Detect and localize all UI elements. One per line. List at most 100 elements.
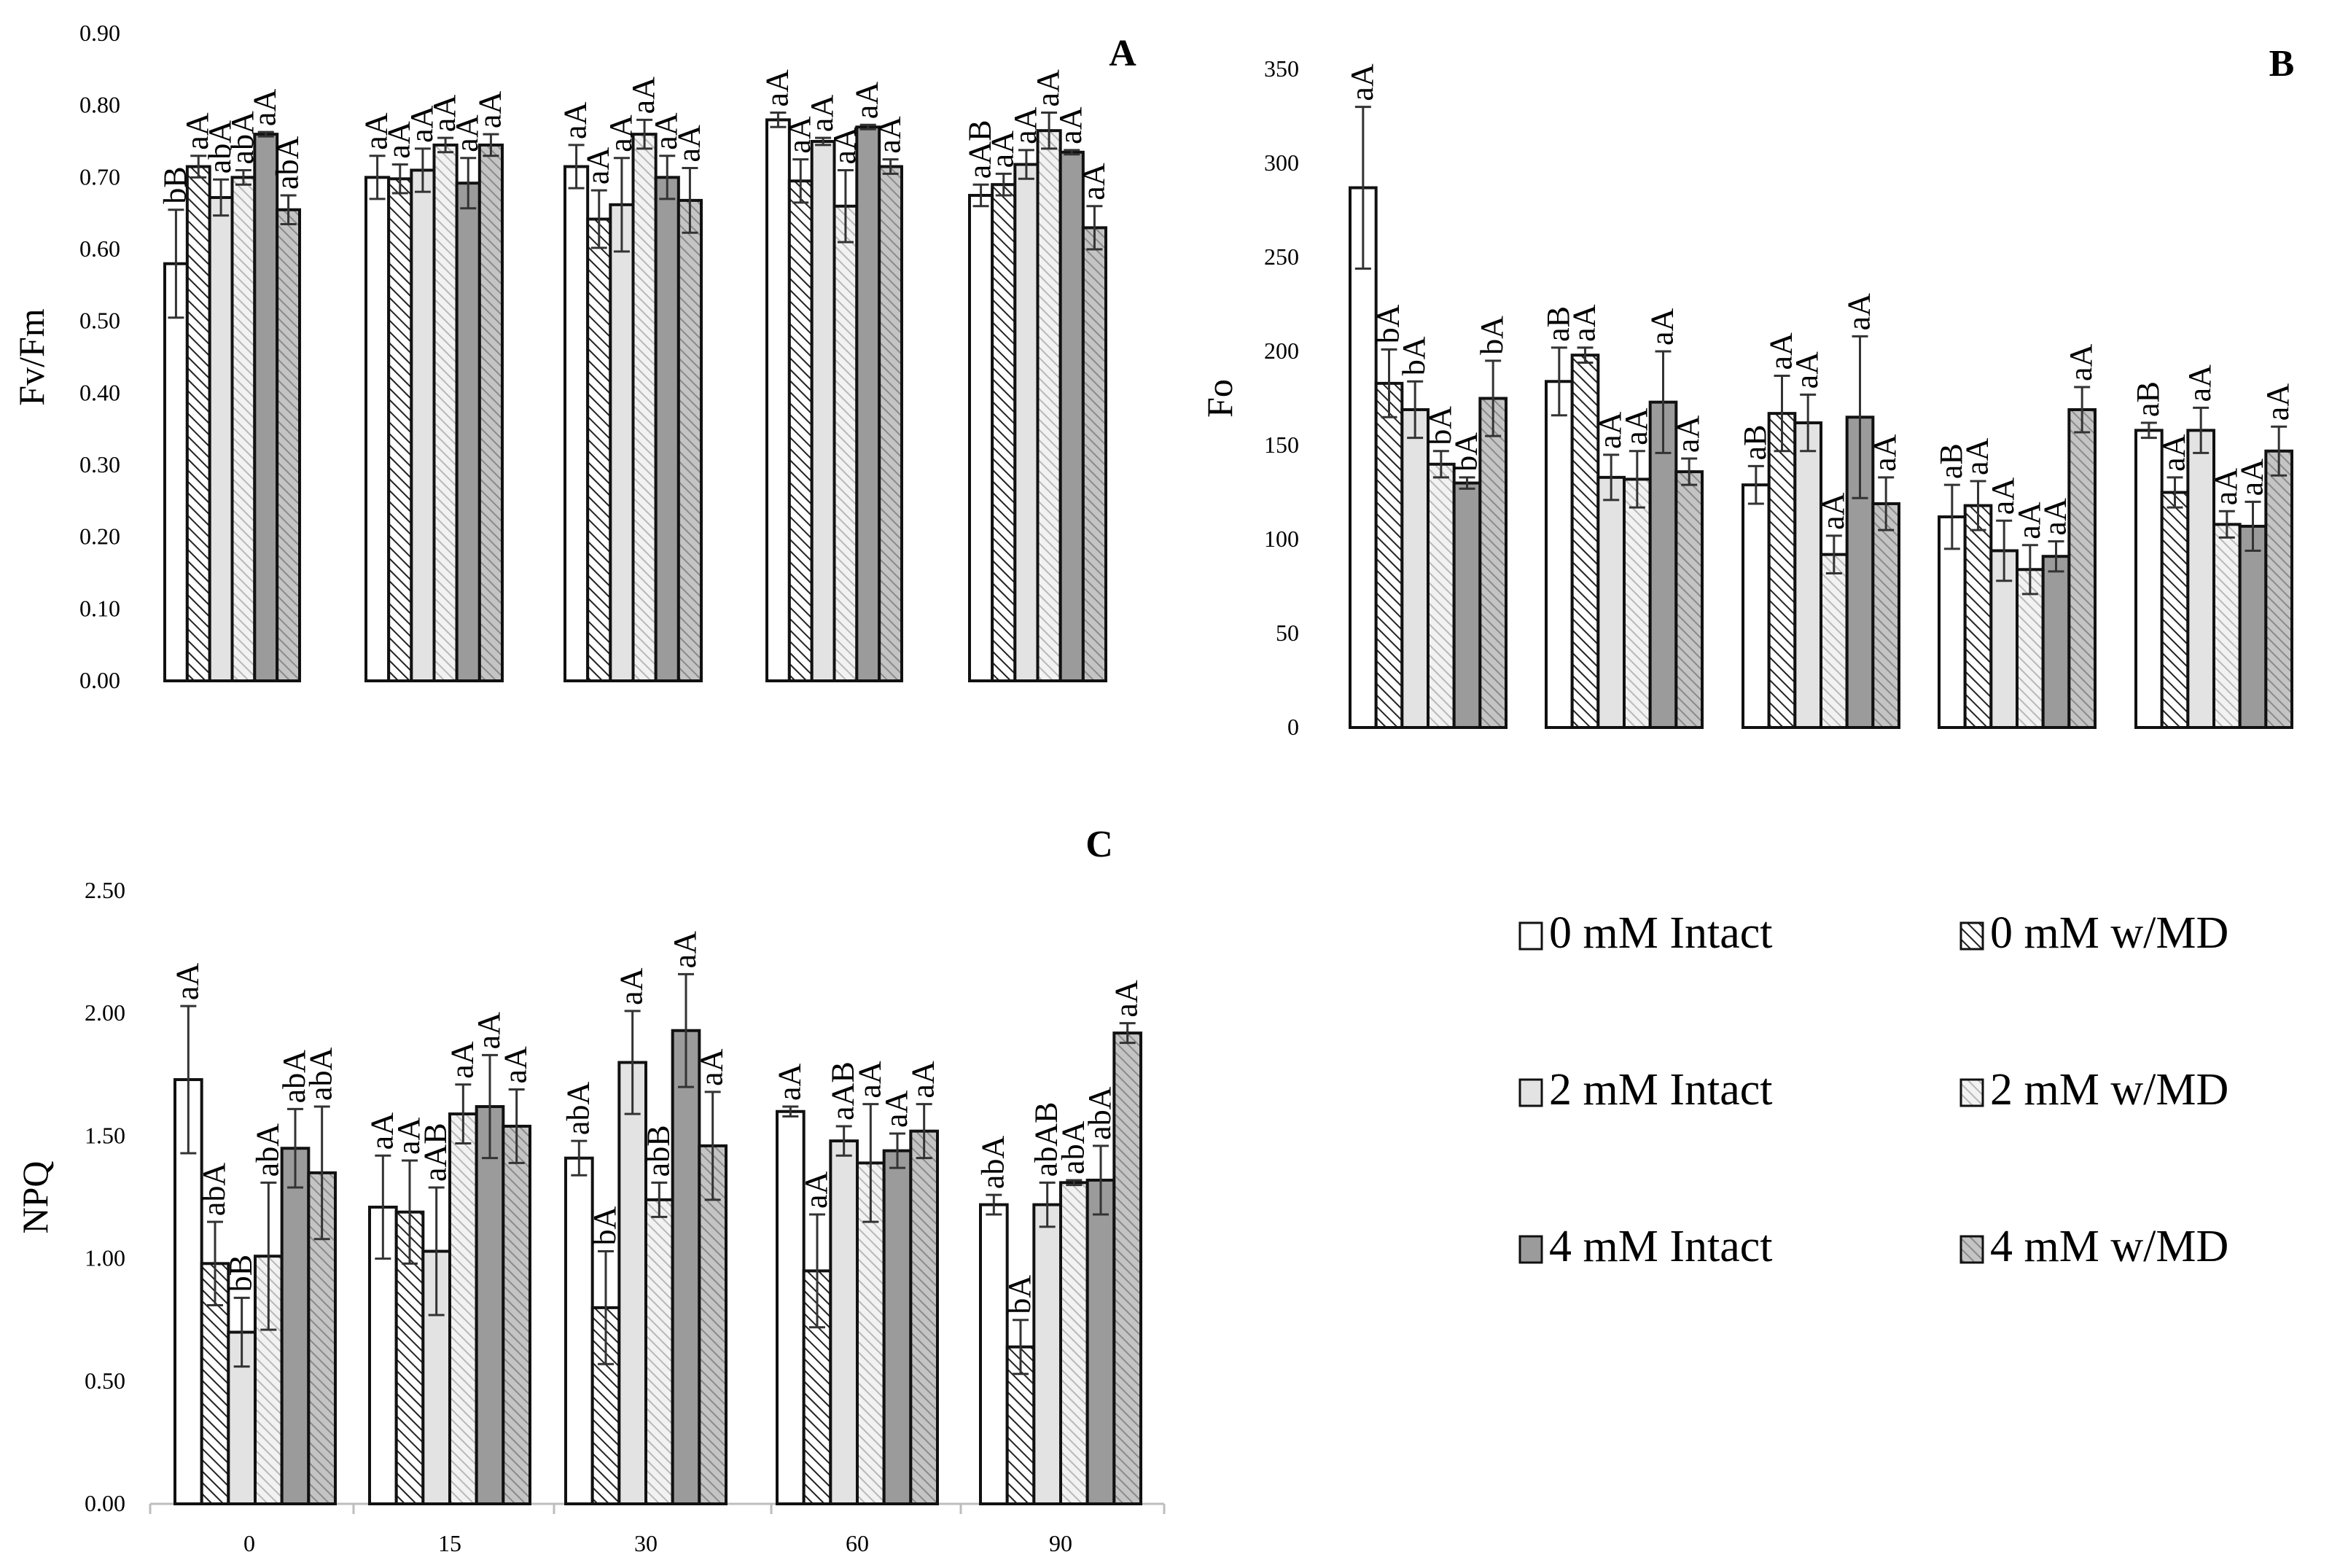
significance-label: aA — [1959, 437, 1995, 475]
significance-label: aA — [359, 112, 394, 150]
significance-label: aB — [2130, 381, 2166, 417]
legend-item: 0 mM w/MD — [1959, 908, 2228, 958]
panel-c-npq-chart: 0.000.501.001.502.002.50NPQCaAabAbBabAab… — [15, 824, 1166, 1556]
significance-label: aA — [771, 1064, 807, 1101]
y-tick-label: 0.50 — [85, 1368, 125, 1394]
bar — [776, 1109, 806, 1505]
bar — [1674, 470, 1704, 729]
bar — [1742, 483, 1771, 729]
significance-label: bA — [1422, 406, 1458, 445]
significance-label: aA — [1645, 308, 1680, 346]
significance-label: aA — [1592, 411, 1628, 449]
significance-label: aA — [1789, 351, 1825, 389]
significance-label: abA — [1082, 1086, 1118, 1140]
significance-label: aA — [471, 1012, 507, 1050]
panel-title: A — [1109, 33, 1136, 74]
bar — [230, 176, 257, 683]
x-tick-label: 30 — [634, 1530, 658, 1556]
significance-label: aA — [1344, 63, 1380, 101]
significance-label: bA — [1474, 316, 1510, 355]
bar — [698, 1144, 728, 1505]
significance-label: aA — [498, 1046, 534, 1084]
significance-label: abA — [249, 1123, 285, 1177]
significance-label: aA — [1075, 163, 1111, 200]
significance-label: bA — [587, 1206, 623, 1246]
y-axis-label: Fo — [1199, 379, 1240, 418]
bar — [173, 1078, 203, 1505]
significance-label: abA — [560, 1082, 596, 1136]
bar — [909, 1129, 940, 1505]
bar — [1400, 407, 1430, 729]
bar — [475, 1105, 505, 1505]
bar — [276, 208, 301, 682]
significance-label: aA — [1053, 106, 1088, 144]
y-tick-label: 200 — [1264, 338, 1299, 364]
legend-label: 0 mM Intact — [1549, 908, 1773, 958]
significance-label: aA — [558, 101, 593, 139]
significance-label: aA — [798, 1171, 834, 1209]
significance-label: aA — [2156, 434, 2192, 472]
significance-label: aA — [381, 121, 417, 159]
significance-label: bA — [1396, 336, 1432, 375]
legend-item: 0 mM Intact — [1518, 908, 1773, 958]
significance-label: aA — [2182, 364, 2218, 402]
y-tick-label: 0.60 — [79, 235, 120, 262]
y-tick-label: 0.80 — [79, 92, 120, 118]
bar — [810, 140, 836, 682]
panel-title: C — [1085, 824, 1113, 865]
legend-label: 4 mM w/MD — [1990, 1222, 2228, 1271]
bar — [1081, 226, 1108, 682]
significance-label: aA — [625, 77, 661, 114]
bar — [1767, 412, 1797, 729]
bar — [1820, 553, 1849, 730]
bar — [1596, 475, 1626, 729]
significance-label: aA — [1841, 293, 1877, 331]
bar — [1963, 504, 1993, 729]
bar — [644, 1198, 674, 1505]
bar — [1478, 397, 1508, 729]
legend-label: 0 mM w/MD — [1990, 908, 2228, 958]
significance-label: abB — [640, 1125, 676, 1177]
significance-label: aA — [247, 89, 283, 127]
bar — [1452, 481, 1482, 729]
legend-item: 4 mM Intact — [1518, 1222, 1773, 1271]
y-tick-label: 0.40 — [79, 379, 120, 405]
significance-label: aA — [849, 82, 885, 120]
significance-label: aA — [1867, 434, 1903, 472]
significance-label: abA — [276, 1050, 312, 1104]
significance-label: aA — [851, 1061, 887, 1099]
bar — [502, 1124, 531, 1505]
legend-label: 2 mM Intact — [1549, 1065, 1773, 1115]
significance-label: aB — [1737, 424, 1773, 460]
significance-label: aA — [580, 147, 616, 185]
significance-label: aA — [444, 1041, 480, 1079]
legend-item: 2 mM w/MD — [1959, 1065, 2228, 1115]
significance-label: aA — [2260, 383, 2296, 421]
bar — [609, 203, 635, 682]
bar — [586, 217, 612, 682]
bar — [477, 143, 504, 682]
significance-label: aA — [404, 105, 440, 143]
significance-label: aB — [1540, 306, 1576, 342]
legend-swatch — [1959, 921, 1984, 951]
significance-label: aA — [2208, 468, 2244, 506]
significance-label: aA — [694, 1048, 730, 1086]
significance-label: aA — [671, 125, 706, 163]
y-axis-label: Fv/Fm — [11, 308, 52, 406]
bar — [2160, 491, 2190, 729]
bar — [1112, 1031, 1143, 1506]
bar — [1793, 421, 1822, 729]
y-axis-label: NPQ — [15, 1161, 55, 1233]
significance-label: bB — [223, 1255, 259, 1292]
y-tick-label: 2.00 — [85, 999, 125, 1026]
bar — [2264, 449, 2293, 729]
